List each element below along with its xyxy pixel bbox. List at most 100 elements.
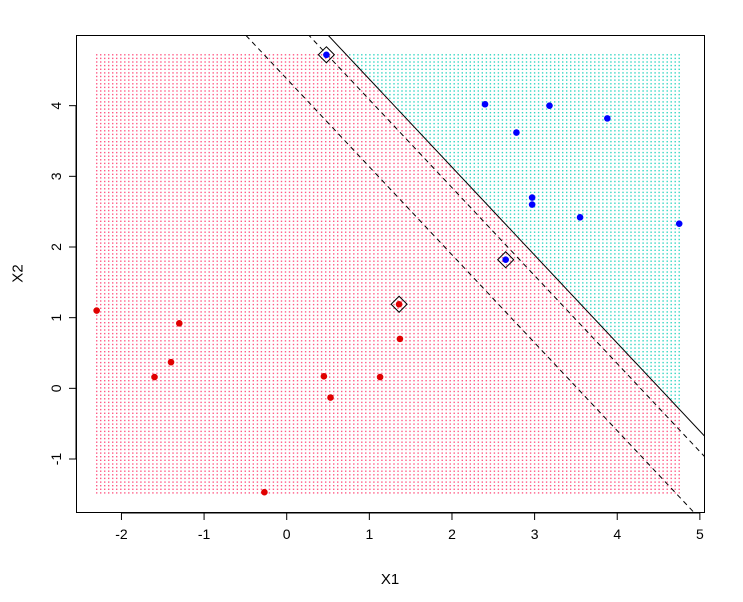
grid-dot-negative (140, 361, 142, 364)
grid-dot-negative (136, 61, 138, 63)
grid-dot-negative (248, 423, 250, 425)
grid-dot-negative (240, 184, 242, 186)
grid-dot-negative (196, 441, 198, 443)
grid-dot-negative (212, 271, 214, 273)
grid-dot-negative (96, 115, 98, 117)
grid-dot-negative (164, 466, 166, 469)
grid-dot-negative (180, 419, 182, 422)
grid-dot-negative (224, 390, 226, 393)
grid-dot-negative (160, 253, 162, 255)
grid-dot-negative (144, 314, 146, 317)
grid-dot-negative (152, 64, 154, 67)
grid-dot-negative (116, 206, 118, 208)
grid-dot-negative (104, 412, 106, 414)
grid-dot-negative (228, 126, 230, 128)
grid-dot-negative (132, 351, 134, 353)
grid-dot-negative (112, 260, 114, 262)
grid-dot-negative (144, 217, 146, 219)
grid-dot-negative (108, 148, 110, 150)
grid-dot-negative (132, 434, 134, 436)
grid-dot-negative (144, 209, 146, 212)
grid-dot-negative (176, 401, 178, 404)
grid-dot-negative (252, 104, 254, 107)
grid-dot-negative (180, 97, 182, 99)
grid-dot-negative (232, 398, 234, 400)
grid-dot-negative (240, 380, 242, 382)
grid-dot-negative (108, 206, 110, 208)
grid-dot-negative (144, 296, 146, 299)
grid-dot-negative (244, 358, 246, 360)
grid-dot-negative (176, 492, 178, 494)
grid-dot-negative (116, 485, 118, 487)
grid-dot-negative (144, 318, 146, 320)
grid-dot-negative (200, 405, 202, 407)
grid-dot-negative (164, 441, 166, 443)
grid-dot-negative (216, 278, 218, 280)
grid-dot-negative (148, 369, 150, 371)
grid-dot-negative (204, 474, 206, 476)
grid-dot-negative (172, 166, 174, 168)
grid-dot-negative (224, 387, 226, 389)
grid-dot-negative (212, 477, 214, 480)
grid-dot-negative (124, 224, 126, 226)
grid-dot-negative (184, 72, 186, 74)
grid-dot-negative (156, 256, 158, 259)
grid-dot-negative (116, 271, 118, 273)
grid-dot-negative (220, 93, 222, 96)
grid-dot-negative (112, 184, 114, 186)
grid-dot-negative (200, 289, 202, 291)
grid-dot-negative (252, 108, 254, 110)
grid-dot-negative (232, 380, 234, 382)
grid-dot-negative (100, 293, 102, 295)
grid-dot-negative (256, 86, 259, 89)
grid-dot-negative (96, 423, 98, 425)
grid-dot-negative (140, 104, 142, 107)
grid-dot-negative (236, 361, 238, 364)
grid-dot-negative (136, 408, 138, 411)
grid-dot-negative (112, 477, 114, 480)
grid-dot-negative (140, 343, 142, 346)
grid-dot-negative (196, 285, 198, 288)
grid-dot-negative (120, 336, 122, 338)
grid-dot-negative (216, 90, 218, 92)
grid-dot-negative (188, 144, 190, 146)
grid-dot-negative (124, 275, 126, 277)
grid-dot-negative (208, 340, 210, 342)
grid-dot-negative (184, 437, 186, 440)
grid-dot-negative (128, 133, 130, 136)
grid-dot-negative (256, 434, 259, 436)
grid-dot-negative (96, 267, 98, 270)
grid-dot-negative (136, 416, 138, 418)
grid-dot-negative (112, 282, 114, 284)
grid-dot-negative (148, 336, 150, 338)
grid-dot-negative (152, 390, 154, 393)
grid-dot-negative (96, 54, 98, 56)
grid-dot-negative (120, 57, 122, 60)
grid-dot-negative (180, 119, 182, 121)
grid-dot-negative (152, 141, 154, 143)
grid-dot-negative (136, 445, 138, 447)
grid-dot-negative (148, 445, 150, 447)
grid-dot-negative (244, 275, 246, 277)
grid-dot-negative (168, 188, 170, 190)
grid-dot-negative (160, 293, 162, 295)
grid-dot-negative (132, 477, 134, 480)
grid-dot-negative (156, 307, 158, 309)
grid-dot-negative (248, 376, 250, 378)
grid-dot-negative (108, 246, 110, 248)
grid-dot-negative (216, 365, 218, 367)
grid-dot-negative (168, 101, 170, 103)
grid-dot-negative (208, 380, 210, 382)
grid-dot-negative (184, 256, 186, 259)
grid-dot-negative (184, 170, 186, 172)
grid-dot-negative (216, 470, 218, 472)
grid-dot-negative (160, 173, 162, 175)
grid-dot-negative (120, 148, 122, 150)
grid-dot-negative (96, 122, 98, 125)
grid-dot-negative (256, 347, 259, 349)
grid-dot-negative (224, 173, 226, 175)
grid-dot-negative (172, 253, 174, 255)
grid-dot-negative (176, 488, 178, 490)
grid-dot-negative (188, 282, 190, 284)
